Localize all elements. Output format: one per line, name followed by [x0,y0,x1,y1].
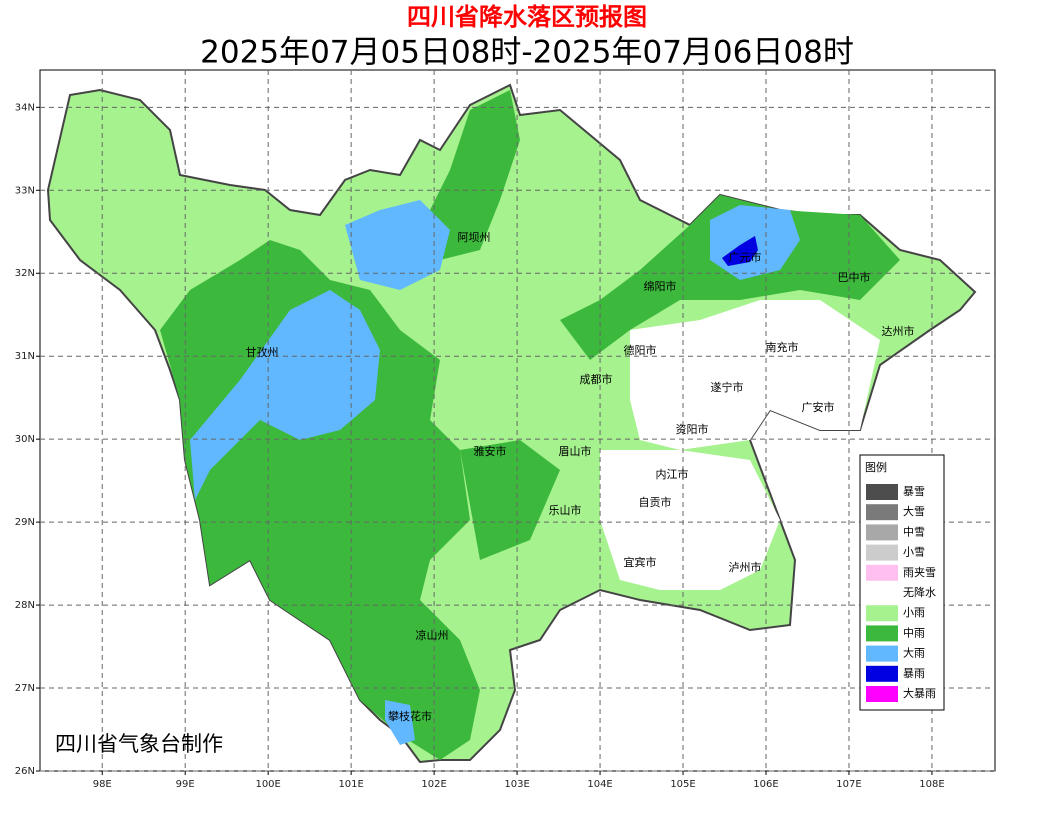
legend-label: 小雪 [903,546,925,559]
map-subtitle: 2025年07月05日08时-2025年07月06日08时 [200,35,854,71]
x-tick-label: 102E [421,779,446,790]
heavy-rain-west [190,290,380,500]
city-label: 广元市 [729,250,762,264]
legend-swatch [866,645,898,662]
x-tick-label: 108E [919,779,944,790]
precip-regions [46,83,977,764]
legend-swatch [866,665,898,682]
legend-swatch [866,564,898,581]
x-tick-label: 98E [93,779,112,790]
x-tick-label: 103E [504,779,529,790]
legend-label: 暴雪 [903,485,925,498]
city-label: 广安市 [802,400,835,414]
y-tick-label: 28N [15,600,35,611]
y-tick-label: 31N [15,351,35,362]
city-label: 眉山市 [559,444,592,458]
no-precip-south [600,450,780,590]
x-tick-label: 99E [176,779,195,790]
y-tick-label: 32N [15,268,35,279]
city-label: 泸州市 [729,560,762,574]
legend-swatch [866,484,898,500]
legend-swatch [866,504,898,521]
legend-label: 大暴雨 [903,686,936,700]
axes: 98E 99E 100E 101E 102E 103E 104E 105E 106E 107E 10… [15,102,945,790]
y-tick-label: 27N [15,683,35,694]
heavy-rain-south [385,700,415,745]
city-label: 达州市 [882,324,915,338]
x-tick-label: 101E [338,779,363,790]
city-label: 攀枝花市 [388,709,432,723]
city-label: 乐山市 [549,503,582,517]
legend-label: 无降水 [903,585,936,599]
legend-label: 暴雨 [903,667,925,680]
legend-label: 小雨 [903,606,925,619]
moderate-rain-central [420,90,520,260]
y-tick-label: 33N [15,185,35,196]
x-tick-label: 107E [836,779,861,790]
city-label: 成都市 [580,372,613,386]
y-tick-label: 26N [15,766,35,777]
map-title: 四川省降水落区预报图 [407,3,647,31]
rainstorm-ne [722,236,758,266]
x-tick-label: 106E [753,779,778,790]
legend-label: 大雪 [903,504,925,518]
x-tick-label: 104E [587,779,612,790]
legend-title: 图例 [865,460,887,474]
no-precip-east [630,300,880,450]
city-label: 内江市 [656,467,689,481]
legend-swatch [866,544,898,561]
legend-label: 中雨 [903,626,925,639]
legend-swatch [866,524,898,541]
city-label: 宜宾市 [624,555,657,569]
x-tick-label: 105E [670,779,695,790]
city-label: 阿坝州 [458,230,491,244]
legend-swatch [866,625,898,642]
city-label: 遂宁市 [711,380,744,394]
city-label: 绵阳市 [644,279,677,293]
city-label: 资阳市 [676,422,709,436]
y-tick-label: 29N [15,517,35,528]
moderate-rain-south [460,440,560,560]
city-label: 凉山州 [416,628,449,642]
y-tick-label: 34N [15,102,35,113]
city-label: 自贡市 [639,495,672,509]
city-label: 南充市 [766,340,799,354]
legend-label: 雨夹雪 [903,566,936,579]
legend-swatch [866,605,898,622]
legend-label: 大雨 [903,646,925,660]
heavy-rain-north [345,200,450,290]
city-label: 雅安市 [474,444,507,458]
moderate-rain-ne [560,195,900,360]
city-label: 德阳市 [624,343,657,357]
city-label: 巴中市 [838,270,871,284]
moderate-rain-west [160,240,480,760]
city-label: 甘孜州 [246,345,279,359]
legend-swatch [866,686,898,702]
legend-swatch [866,585,898,601]
credit: 四川省气象台制作 [55,732,223,756]
y-tick-label: 30N [15,434,35,445]
x-tick-label: 100E [255,779,280,790]
legend-label: 中雪 [903,525,925,538]
